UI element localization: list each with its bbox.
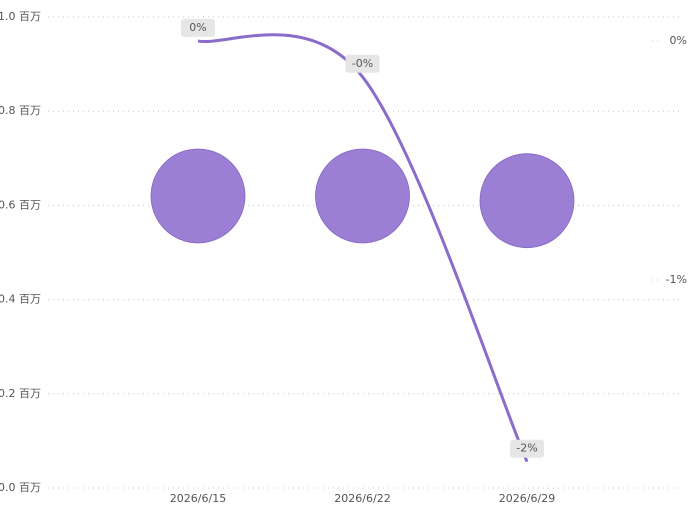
x-tick-label: 2026/6/29 — [499, 492, 555, 505]
y-tick-label: 0.8 百万 — [0, 104, 41, 117]
data-label-box — [345, 54, 380, 73]
data-label: -0% — [352, 57, 373, 70]
y-tick-label: 1.0 百万 — [0, 10, 41, 23]
y-tick-label: 0.2 百万 — [0, 387, 41, 400]
y2-tick-label: -1% — [666, 273, 687, 286]
data-label: 0% — [189, 21, 206, 34]
data-label-box — [510, 439, 544, 458]
line — [197, 33, 529, 463]
y-tick-label: 0.0 百万 — [0, 481, 41, 494]
data-label-box — [181, 18, 215, 37]
y-tick-label: 0.6 百万 — [0, 198, 41, 211]
data-label: -2% — [516, 442, 537, 455]
y2-tick-label: 0% — [670, 34, 687, 47]
x-tick-label: 2026/6/15 — [170, 492, 226, 505]
bubble — [479, 153, 575, 249]
bubble — [315, 148, 410, 244]
x-tick-label: 2026/6/22 — [334, 492, 390, 505]
y-tick-label: 0.4 百万 — [0, 293, 41, 306]
bubble — [150, 148, 246, 244]
